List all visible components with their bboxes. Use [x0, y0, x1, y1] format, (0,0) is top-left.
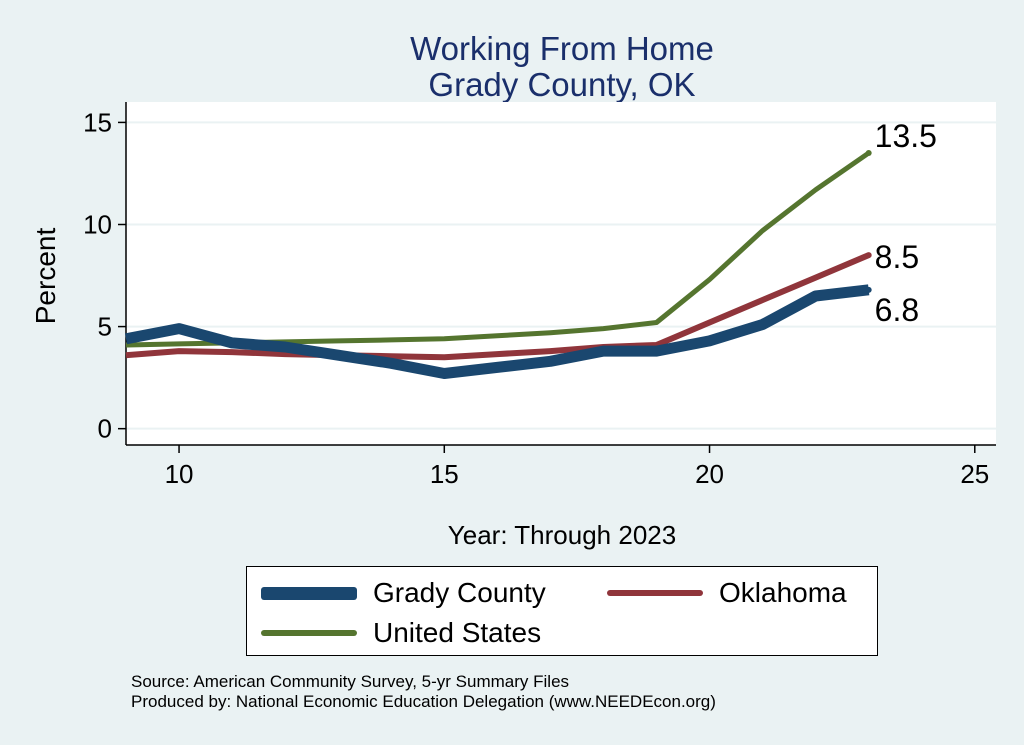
x-tick-label: 20: [695, 459, 724, 489]
y-tick-label: 0: [98, 414, 112, 444]
legend-item-grady-county: Grady County: [261, 575, 546, 611]
end-point-united-states: [865, 150, 872, 157]
series-line-oklahoma: [125, 252, 870, 361]
end-label-united-states: 13.5: [875, 118, 937, 154]
y-tick-label: 5: [98, 312, 112, 342]
legend-item-united-states: United States: [261, 615, 541, 651]
source-note: Source: American Community Survey, 5-yr …: [131, 672, 570, 691]
y-axis-label: Percent: [30, 228, 61, 325]
legend-label-oklahoma: Oklahoma: [719, 577, 847, 608]
end-point-oklahoma: [865, 252, 872, 259]
legend-item-oklahoma: Oklahoma: [607, 575, 847, 611]
legend-swatch-united-states: [261, 630, 357, 636]
x-tick-label: 25: [960, 459, 989, 489]
x-axis-label: Year: Through 2023: [448, 520, 676, 550]
series-line-grady-county: [124, 284, 870, 379]
legend-swatch-oklahoma: [607, 590, 703, 596]
end-label-grady-county: 6.8: [875, 292, 919, 328]
x-tick-label: 10: [165, 459, 194, 489]
x-tick-label: 15: [430, 459, 459, 489]
legend-swatch-grady-county: [261, 586, 357, 600]
axes: 0 5 10 15 10 15 20 25: [83, 102, 996, 489]
y-tick-label: 15: [83, 107, 112, 137]
chart-subtitle: Grady County, OK: [428, 66, 695, 103]
legend-label-grady-county: Grady County: [373, 577, 546, 608]
legend: Grady County Oklahoma United States: [246, 566, 878, 656]
plot-area: [126, 102, 996, 445]
grid-lines: [126, 121, 996, 430]
y-tick-label: 10: [83, 210, 112, 240]
series-lines: [124, 150, 872, 379]
end-point-grady-county: [865, 286, 872, 293]
end-label-oklahoma: 8.5: [875, 239, 919, 275]
producer-note: Produced by: National Economic Education…: [131, 692, 716, 711]
chart-title: Working From Home: [410, 30, 714, 67]
legend-label-united-states: United States: [373, 617, 542, 648]
end-labels: 6.8 8.5 13.5: [875, 118, 937, 328]
